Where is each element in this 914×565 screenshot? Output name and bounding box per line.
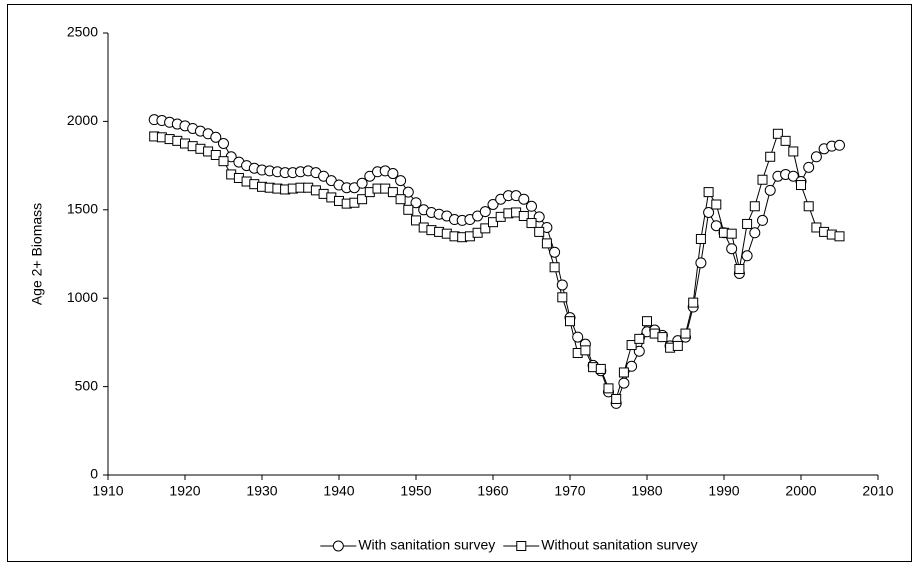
- data-point: [757, 174, 768, 185]
- y-tick-label: 2500: [67, 24, 98, 40]
- data-point: [556, 279, 568, 291]
- data-point: [541, 238, 552, 249]
- data-point: [695, 233, 706, 244]
- data-point: [734, 264, 745, 275]
- data-point: [788, 146, 799, 157]
- data-point: [711, 199, 722, 210]
- data-point: [480, 223, 491, 234]
- data-point: [534, 226, 545, 237]
- data-point: [626, 340, 637, 351]
- y-tick-label: 0: [90, 466, 98, 482]
- data-point: [356, 177, 368, 189]
- data-point: [780, 135, 791, 146]
- data-point: [549, 246, 561, 258]
- data-point: [803, 201, 814, 212]
- y-tick-label: 1500: [67, 201, 98, 217]
- data-point: [618, 377, 630, 389]
- data-point: [403, 204, 414, 215]
- data-point: [657, 332, 668, 343]
- x-tick-label: 1970: [554, 483, 585, 499]
- data-point: [549, 262, 560, 273]
- data-point: [634, 333, 645, 344]
- chart-frame: [7, 4, 912, 562]
- y-tick-label: 1000: [67, 289, 98, 305]
- data-point: [765, 151, 776, 162]
- data-point: [572, 331, 584, 343]
- data-point: [557, 292, 568, 303]
- x-tick-label: 1940: [323, 483, 354, 499]
- y-axis-label: Age 2+ Biomass: [29, 203, 45, 305]
- data-point: [518, 210, 529, 221]
- data-point: [726, 243, 738, 255]
- data-point: [565, 316, 575, 327]
- data-point: [595, 363, 606, 374]
- data-point: [218, 138, 229, 149]
- data-point: [357, 194, 368, 205]
- data-point: [479, 206, 491, 218]
- data-point: [803, 161, 815, 173]
- data-point: [626, 360, 638, 372]
- data-point: [703, 206, 715, 218]
- data-point: [703, 187, 714, 198]
- data-point: [487, 198, 499, 210]
- data-point: [764, 184, 776, 196]
- data-point: [672, 340, 683, 351]
- x-tick-label: 1990: [708, 483, 739, 499]
- data-point: [742, 218, 753, 229]
- data-point: [603, 383, 614, 394]
- data-point: [749, 227, 761, 239]
- data-point: [210, 149, 221, 160]
- legend-label: Without sanitation survey: [541, 537, 697, 553]
- x-tick-label: 1910: [92, 483, 123, 499]
- data-point: [210, 131, 222, 143]
- data-point: [618, 367, 629, 378]
- data-point: [834, 139, 845, 151]
- data-point: [796, 180, 806, 191]
- data-point: [688, 297, 699, 308]
- data-point: [810, 151, 822, 163]
- data-point: [218, 156, 229, 167]
- x-tick-label: 2000: [785, 483, 816, 499]
- data-point: [710, 220, 722, 232]
- data-point: [680, 328, 691, 339]
- data-point: [772, 128, 783, 139]
- data-point: [395, 194, 406, 205]
- data-point: [749, 201, 760, 212]
- data-point: [834, 231, 845, 242]
- data-point: [526, 218, 537, 229]
- data-point: [387, 168, 399, 180]
- data-point: [741, 250, 753, 262]
- data-point: [402, 186, 414, 198]
- data-point: [757, 214, 768, 226]
- x-tick-label: 2010: [862, 483, 893, 499]
- x-tick-label: 1930: [246, 483, 277, 499]
- x-tick-label: 1980: [631, 483, 662, 499]
- data-point: [695, 257, 707, 269]
- legend-marker: [332, 540, 344, 552]
- x-tick-label: 1920: [169, 483, 200, 499]
- y-tick-label: 500: [75, 377, 99, 393]
- data-point: [642, 316, 652, 327]
- data-point: [518, 193, 530, 205]
- data-point: [633, 345, 645, 357]
- data-point: [411, 215, 421, 226]
- data-point: [395, 175, 407, 187]
- data-point: [387, 187, 398, 198]
- y-tick-label: 2000: [67, 112, 98, 128]
- data-point: [726, 228, 737, 239]
- legend-label: With sanitation survey: [358, 537, 495, 553]
- legend-marker: [516, 541, 527, 551]
- x-tick-label: 1950: [400, 483, 431, 499]
- data-point: [580, 345, 591, 356]
- data-point: [611, 393, 622, 404]
- data-point: [533, 211, 545, 223]
- data-point: [787, 170, 799, 182]
- x-tick-label: 1960: [477, 483, 508, 499]
- data-point: [488, 217, 498, 228]
- data-point: [410, 197, 422, 209]
- data-point: [526, 200, 537, 212]
